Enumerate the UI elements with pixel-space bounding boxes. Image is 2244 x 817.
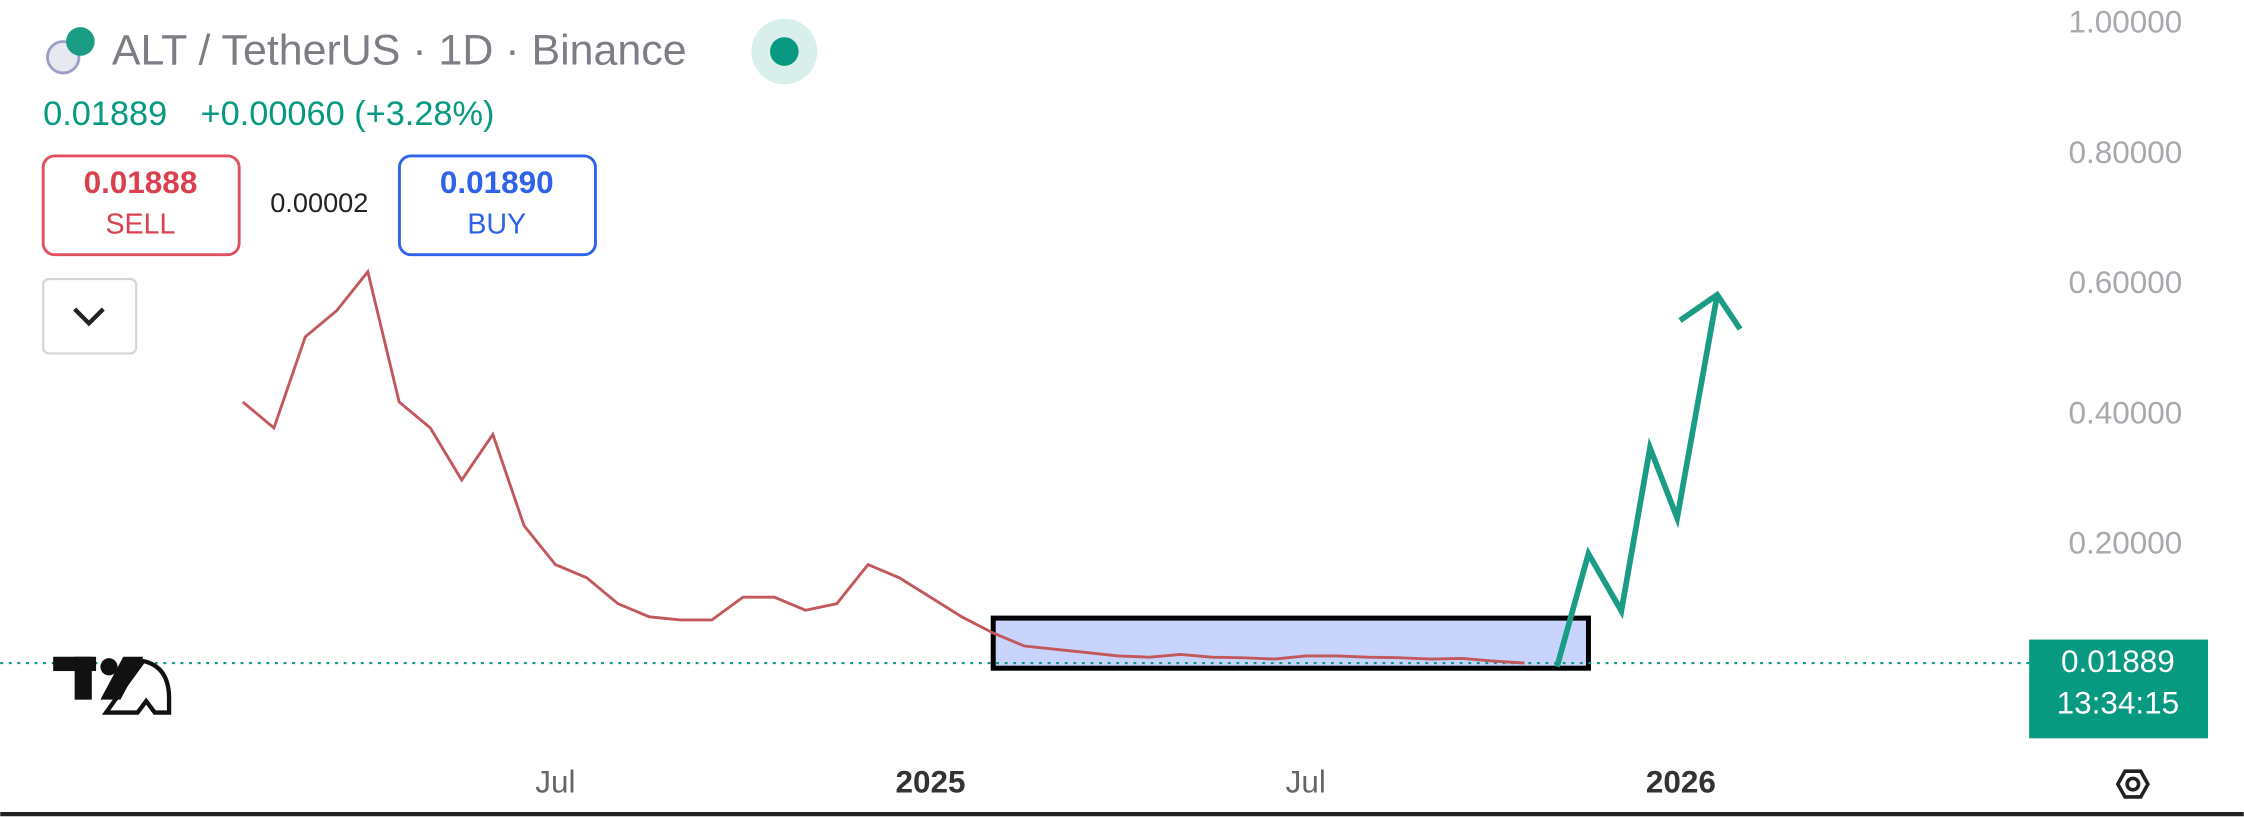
buy-price: 0.01890 bbox=[440, 165, 554, 200]
arrow-head bbox=[1678, 290, 1743, 331]
countdown: 13:34:15 bbox=[2057, 686, 2180, 721]
symbol-title: ALT / TetherUS · 1D · Binance bbox=[112, 26, 687, 74]
price-change: +0.00060 (+3.28%) bbox=[201, 95, 495, 133]
price-line bbox=[241, 268, 1525, 665]
price-tag-value: 0.01889 bbox=[2061, 644, 2175, 679]
y-tick-label: 0.20000 bbox=[2068, 525, 2182, 560]
x-tick-label: Jul bbox=[535, 764, 575, 799]
coin-icon bbox=[66, 27, 95, 56]
x-tick-label: 2025 bbox=[896, 764, 966, 799]
y-tick-label: 0.80000 bbox=[2068, 135, 2182, 170]
plot-area: 0.20000 0.40000 0.60000 0.80000 1.00000 Jul 20… bbox=[0, 5, 2182, 799]
chevron-icon bbox=[73, 307, 105, 327]
y-tick-label: 1.00000 bbox=[2068, 5, 2182, 40]
sell-price: 0.01888 bbox=[84, 165, 198, 200]
x-tick-label: Jul bbox=[1286, 764, 1326, 799]
market-status-dot bbox=[770, 37, 799, 66]
y-tick-label: 0.40000 bbox=[2068, 395, 2182, 430]
tradingview-logo bbox=[53, 656, 172, 715]
settings-icon bbox=[2125, 776, 2141, 792]
last-price: 0.01889 bbox=[43, 95, 167, 133]
sell-label: SELL bbox=[105, 209, 175, 241]
spread: 0.00002 bbox=[270, 187, 368, 218]
y-tick-label: 0.60000 bbox=[2068, 265, 2182, 300]
buy-label: BUY bbox=[467, 209, 526, 241]
projection-arrow bbox=[1554, 294, 1721, 668]
settings-button[interactable] bbox=[2115, 769, 2150, 799]
x-tick-label: 2026 bbox=[1646, 764, 1716, 799]
buy-button[interactable] bbox=[398, 154, 597, 257]
sell-button[interactable] bbox=[41, 154, 241, 257]
expand-button[interactable] bbox=[42, 277, 138, 355]
price-tag bbox=[2029, 639, 2208, 739]
